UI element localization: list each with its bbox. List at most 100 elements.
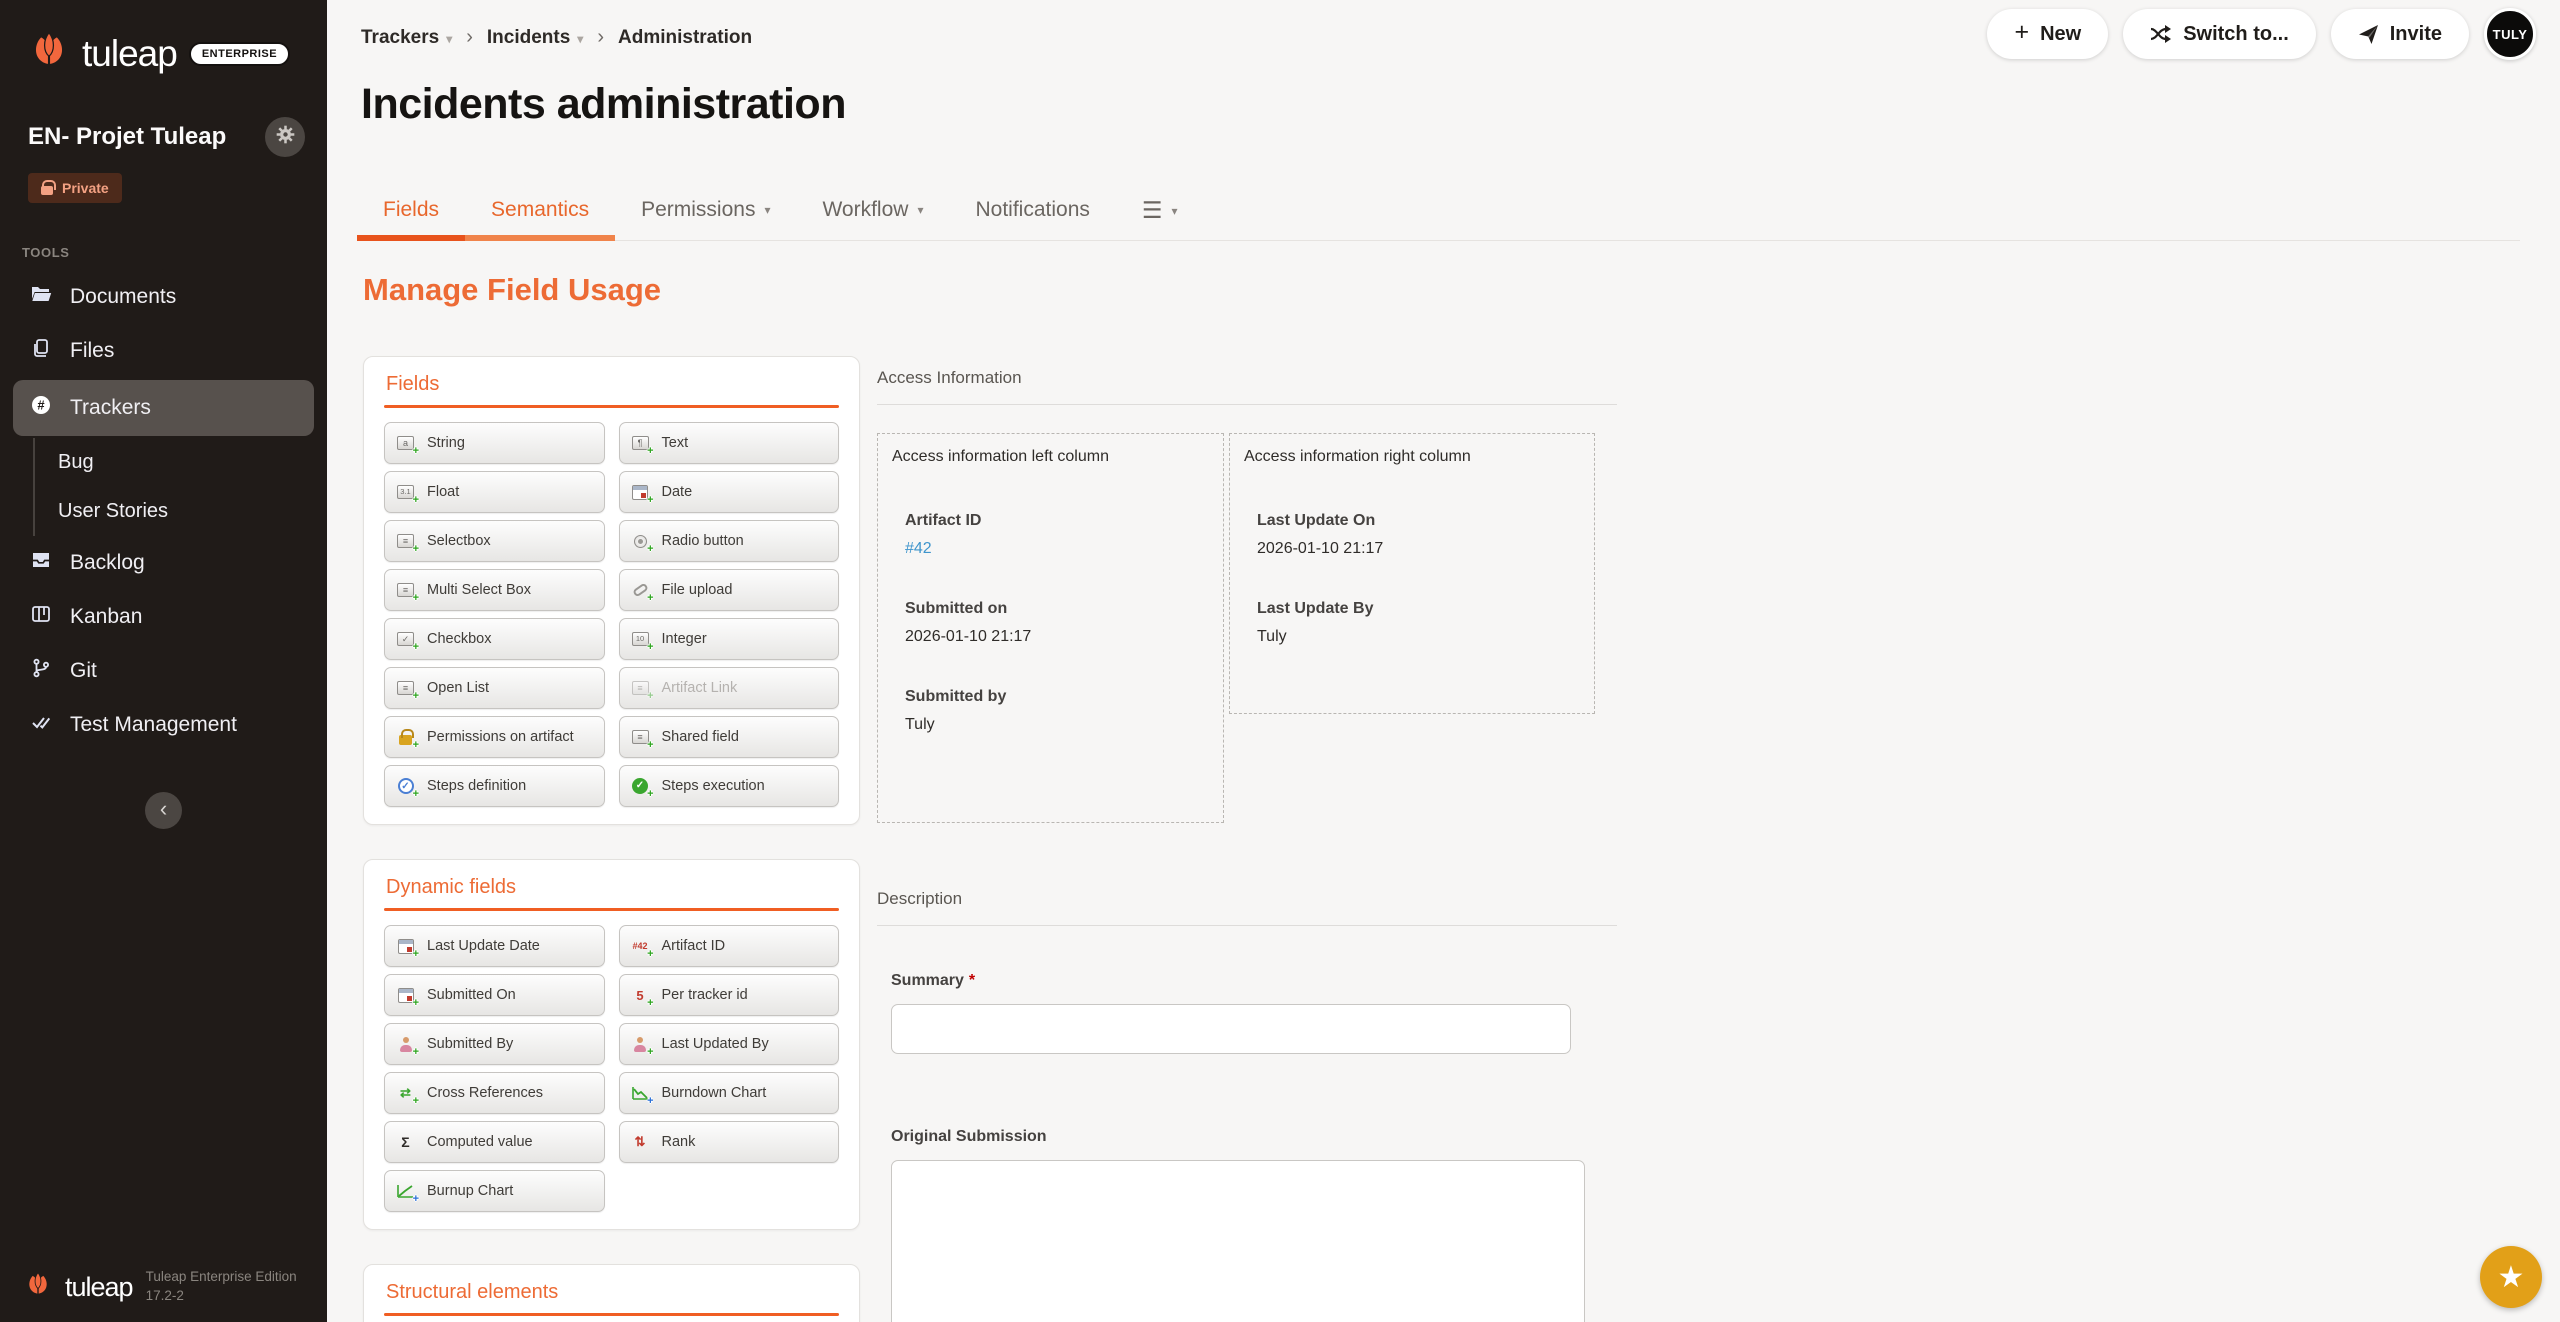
files-icon <box>30 337 52 365</box>
add-plus-badge: + <box>412 1045 419 1058</box>
sidebar-item-trackers[interactable]: # Trackers <box>13 380 314 436</box>
field-palette-button-burndown-chart[interactable]: + Burndown Chart <box>618 1072 839 1114</box>
field-palette-button-multi-select-box[interactable]: ≡ + Multi Select Box <box>384 569 605 611</box>
switch-to-button[interactable]: Switch to... <box>2123 9 2316 59</box>
chevron-down-icon: ▾ <box>1171 203 1178 218</box>
field-palette-button-date[interactable]: + Date <box>618 471 839 513</box>
palette-card-title: Dynamic fields <box>386 876 517 898</box>
project-settings-button[interactable] <box>265 117 305 157</box>
field-palette-button-last-updated-by[interactable]: + Last Updated By <box>618 1023 839 1065</box>
field-palette-button-submitted-on[interactable]: + Submitted On <box>384 974 605 1016</box>
tab-permissions[interactable]: Permissions ▾ <box>615 180 796 241</box>
chevron-down-icon: ▾ <box>764 203 771 217</box>
field-palette-button-per-tracker-id[interactable]: 5 + Per tracker id <box>618 974 839 1016</box>
button-label: Switch to... <box>2183 22 2289 45</box>
field-palette-button-string[interactable]: a + String <box>384 422 605 464</box>
field-palette-button-submitted-by[interactable]: + Submitted By <box>384 1023 605 1065</box>
field-palette-button-artifact-id[interactable]: #42 + Artifact ID <box>618 925 839 967</box>
field-palette-button-cross-references[interactable]: ⇄ + Cross References <box>384 1072 605 1114</box>
file-upload-field-icon: + <box>631 581 654 604</box>
field-palette-button-steps-execution[interactable]: ✓ + Steps execution <box>618 765 839 807</box>
trackers-icon: # <box>30 394 52 422</box>
tab-more-menu[interactable]: ☰ ▾ <box>1116 181 1204 241</box>
button-label: Invite <box>2389 22 2442 45</box>
palette-card-dynamic-fields: Dynamic fields + Last Update Date #42 + Arti… <box>363 859 860 1230</box>
top-actions: + New Switch to... Invite TULY <box>1987 8 2536 60</box>
field-palette-button-artifact-link[interactable]: ≡ + Artifact Link <box>618 667 839 709</box>
card-divider <box>384 908 839 911</box>
breadcrumb-item-trackers[interactable]: Trackers ▾ <box>361 26 453 48</box>
sidebar-item-test-management[interactable]: Test Management <box>0 698 327 752</box>
field-button-label: Submitted By <box>427 1036 514 1052</box>
permissions-field-icon: + <box>396 728 419 751</box>
field-palette-button-rank[interactable]: ⇅ Rank <box>618 1121 839 1163</box>
tools-section-label: TOOLS <box>22 245 70 260</box>
star-icon: ★ <box>2497 1260 2525 1294</box>
sidebar-item-files[interactable]: Files <box>0 324 327 378</box>
field-palette-button-checkbox[interactable]: ✓ + Checkbox <box>384 618 605 660</box>
field-palette-button-shared-field[interactable]: ≡ + Shared field <box>618 716 839 758</box>
breadcrumb-item-incidents[interactable]: Incidents ▾ <box>486 26 584 48</box>
original-submission-textarea[interactable] <box>891 1160 1585 1322</box>
field-palette-button-computed-value[interactable]: Σ Computed value <box>384 1121 605 1163</box>
kanban-icon <box>30 603 52 631</box>
breadcrumb: Trackers ▾ › Incidents ▾ › Administration <box>361 26 752 49</box>
field-button-label: Submitted On <box>427 987 516 1003</box>
invite-button[interactable]: Invite <box>2330 9 2469 59</box>
new-button[interactable]: + New <box>1987 9 2109 59</box>
steps-execution-icon: ✓ + <box>631 777 654 800</box>
user-avatar[interactable]: TULY <box>2484 8 2536 60</box>
field-button-label: Burndown Chart <box>661 1085 767 1101</box>
breadcrumb-item-administration[interactable]: Administration <box>618 26 753 48</box>
field-palette-button-selectbox[interactable]: ≡ + Selectbox <box>384 520 605 562</box>
field-button-label: Radio button <box>661 533 744 549</box>
sidebar-item-label: Git <box>70 659 97 682</box>
field-palette-button-burnup-chart[interactable]: + Burnup Chart <box>384 1170 605 1212</box>
string-field-icon: a + <box>396 434 419 457</box>
sidebar-footer: tuleap Tuleap Enterprise Edition 17.2-2 <box>24 1268 297 1306</box>
manage-field-usage-heading: Manage Field Usage <box>363 272 662 307</box>
field-button-label: Steps definition <box>427 778 527 794</box>
add-plus-badge: + <box>412 444 419 457</box>
field-palette-button-integer[interactable]: 10 + Integer <box>618 618 839 660</box>
tab-notifications[interactable]: Notifications <box>949 180 1115 241</box>
sidebar-collapse-button[interactable]: ‹ <box>145 792 182 829</box>
field-palette-button-file-upload[interactable]: + File upload <box>618 569 839 611</box>
access-column-title: Access information right column <box>1244 448 1471 465</box>
add-plus-badge: + <box>412 787 419 800</box>
summary-label: Summary * <box>891 972 976 989</box>
artifact-link[interactable]: #42 <box>905 540 932 557</box>
access-field-value: Tuly <box>905 716 935 733</box>
tuleap-logo[interactable]: tuleap ENTERPRISE <box>0 0 327 77</box>
sidebar-item-kanban[interactable]: Kanban <box>0 590 327 644</box>
field-button-label: Last Updated By <box>661 1036 769 1052</box>
sidebar-item-git[interactable]: Git <box>0 644 327 698</box>
sidebar-item-documents[interactable]: Documents <box>0 270 327 324</box>
shared-field-icon: ≡ + <box>631 728 654 751</box>
access-information-title: Access Information <box>877 368 1617 405</box>
field-palette-button-last-update-date[interactable]: + Last Update Date <box>384 925 605 967</box>
field-palette-button-permissions-on-artifact[interactable]: + Permissions on artifact <box>384 716 605 758</box>
backlog-icon <box>30 549 52 577</box>
field-palette-button-open-list[interactable]: ≡ + Open List <box>384 667 605 709</box>
sidebar-item-backlog[interactable]: Backlog <box>0 536 327 590</box>
field-palette-button-float[interactable]: 3.1 + Float <box>384 471 605 513</box>
tab-semantics[interactable]: Semantics <box>465 180 616 241</box>
tab-fields[interactable]: Fields <box>357 180 466 241</box>
integer-field-icon: 10 + <box>631 630 654 653</box>
add-plus-badge: + <box>412 1192 419 1205</box>
sidebar-subitem-user-stories[interactable]: User Stories <box>58 500 169 522</box>
float-field-icon: 3.1 + <box>396 483 419 506</box>
field-palette-button-radio-button[interactable]: + Radio button <box>618 520 839 562</box>
add-plus-badge: + <box>647 689 654 702</box>
add-plus-badge: + <box>412 493 419 506</box>
sidebar-subitem-bug[interactable]: Bug <box>58 451 94 473</box>
add-plus-badge: + <box>412 689 419 702</box>
tab-workflow[interactable]: Workflow ▾ <box>796 180 949 241</box>
star-fab-button[interactable]: ★ <box>2480 1246 2542 1308</box>
summary-input[interactable] <box>891 1004 1571 1054</box>
field-palette-button-text[interactable]: ¶ + Text <box>618 422 839 464</box>
plus-icon: + <box>2014 18 2030 46</box>
field-palette-button-steps-definition[interactable]: ✓ + Steps definition <box>384 765 605 807</box>
